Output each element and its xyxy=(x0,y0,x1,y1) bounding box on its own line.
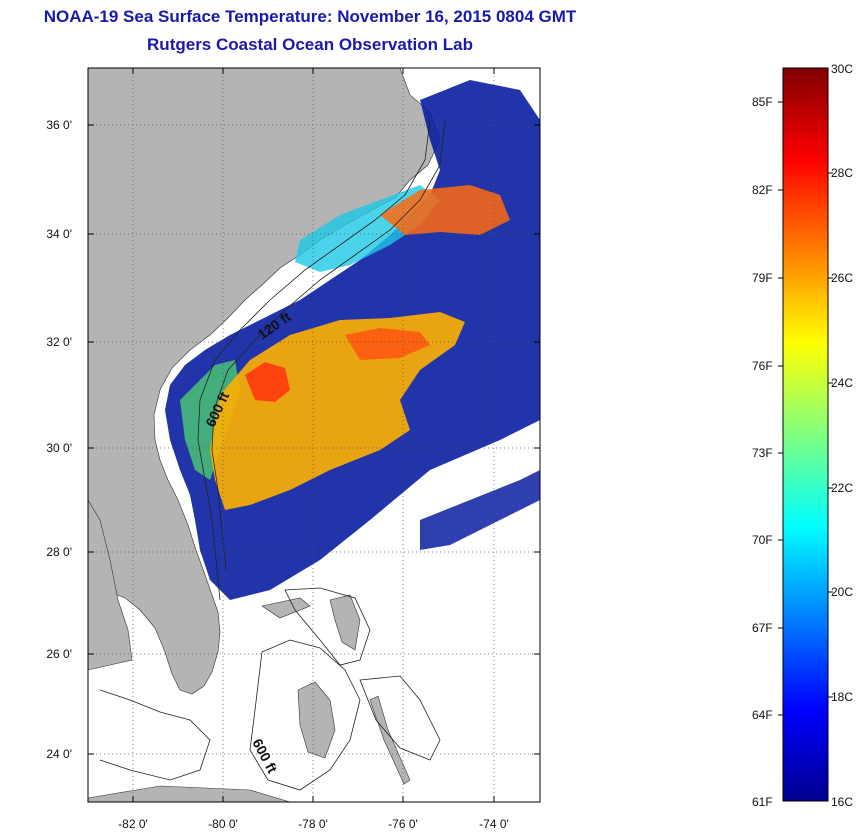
colorbar-label-20c: 20C xyxy=(831,585,854,599)
map-title: NOAA-19 Sea Surface Temperature: Novembe… xyxy=(43,7,577,26)
lat-label-34: 34 0' xyxy=(46,227,72,241)
colorbar-label-82f: 82F xyxy=(752,183,773,197)
land-bahamas-andros xyxy=(297,681,336,759)
colorbar-label-73f: 73F xyxy=(752,446,773,460)
contour-600ft xyxy=(211,119,446,571)
sst-patch-cool-2 xyxy=(420,470,540,550)
colorbar-label-24c: 24C xyxy=(831,376,854,390)
lat-label-28: 28 0' xyxy=(46,545,72,559)
lon-label-82: -82 0' xyxy=(118,817,148,831)
map-ticks xyxy=(88,68,540,802)
lat-label-30: 30 0' xyxy=(46,441,72,455)
contour-120ft xyxy=(197,119,431,601)
land-bahamas-grand xyxy=(261,597,311,619)
colorbar-label-61f: 61F xyxy=(752,795,773,809)
colorbar-label-30c: 30C xyxy=(831,62,854,76)
grid-lines xyxy=(88,68,540,802)
colorbar-ticks xyxy=(778,101,833,716)
lon-label-78: -78 0' xyxy=(298,817,328,831)
lat-label-36: 36 0' xyxy=(46,118,72,132)
colorbar-label-28c: 28C xyxy=(831,166,854,180)
lon-label-76: -76 0' xyxy=(388,817,418,831)
lon-label-74: -74 0' xyxy=(479,817,509,831)
sst-patch-warm-north xyxy=(380,185,510,235)
colorbar-label-85f: 85F xyxy=(752,95,773,109)
colorbar-label-64f: 64F xyxy=(752,708,773,722)
map-frame xyxy=(87,67,541,803)
colorbar-label-18c: 18C xyxy=(831,690,854,704)
contour-bahamas-4 xyxy=(99,689,211,781)
lon-label-80: -80 0' xyxy=(208,817,238,831)
colorbar xyxy=(782,67,829,802)
colorbar-label-67f: 67F xyxy=(752,621,773,635)
lat-label-24: 24 0' xyxy=(46,747,72,761)
colorbar-label-70f: 70F xyxy=(752,533,773,547)
sst-patch-warm xyxy=(210,312,465,510)
contour-bahamas-3 xyxy=(284,587,371,666)
sst-patch-warm-mid xyxy=(345,328,430,360)
lat-label-26: 26 0' xyxy=(46,647,72,661)
land-bahamas-eleuthera xyxy=(369,695,411,785)
land-florida-gulf xyxy=(88,499,133,671)
sst-patch-hot xyxy=(245,362,290,402)
colorbar-label-16c: 16C xyxy=(831,795,854,809)
colorbar-label-22c: 22C xyxy=(831,481,854,495)
land-bahamas-abaco xyxy=(329,594,361,651)
colorbar-label-79f: 79F xyxy=(752,271,773,285)
map-subtitle: Rutgers Coastal Ocean Observation Lab xyxy=(147,35,473,54)
contour-bahamas-1 xyxy=(249,639,361,791)
colorbar-label-26c: 26C xyxy=(831,271,854,285)
land-cuba xyxy=(88,785,291,802)
colorbar-label-76f: 76F xyxy=(752,359,773,373)
lat-label-32: 32 0' xyxy=(46,335,72,349)
map-area: 120 ft 600 ft 600 ft xyxy=(88,68,540,802)
